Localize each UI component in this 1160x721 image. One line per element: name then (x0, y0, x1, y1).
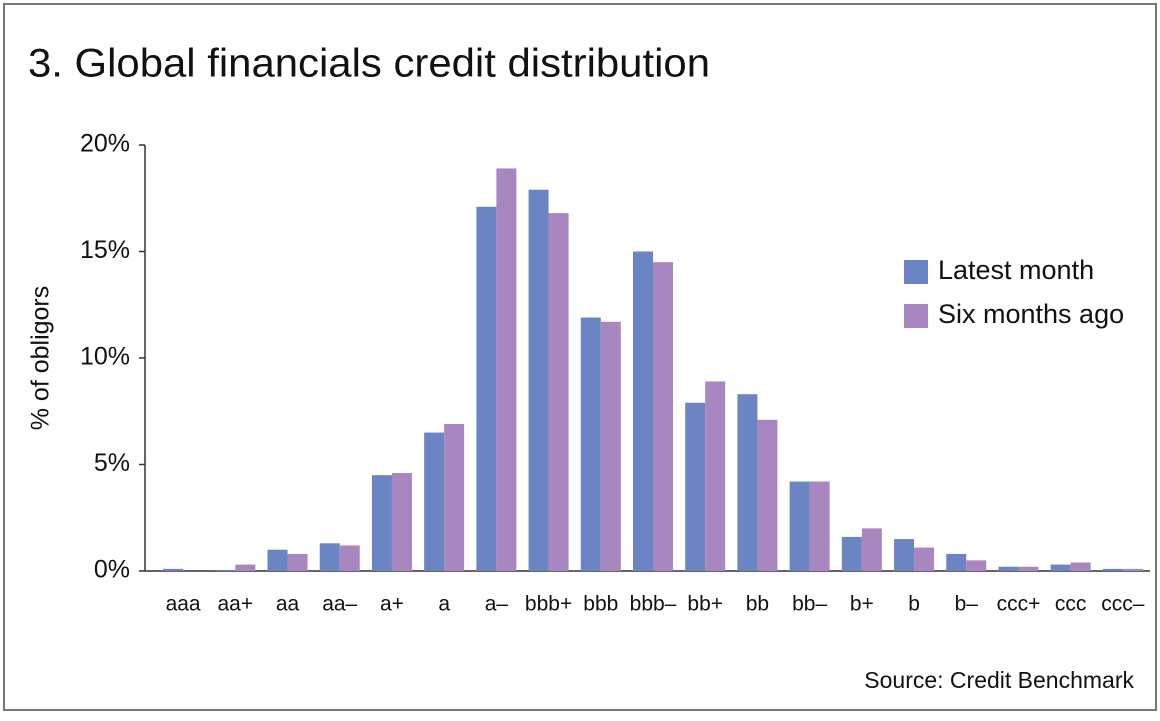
bar (580, 317, 601, 571)
bar (339, 545, 360, 571)
x-tick-label: b (908, 593, 920, 616)
bar (633, 251, 653, 571)
bar (528, 189, 549, 572)
x-tick-label: aa+ (218, 593, 254, 616)
bar (371, 475, 392, 571)
x-tick-label: bb+ (687, 593, 723, 616)
bar (548, 213, 569, 571)
x-tick-label: ccc+ (997, 593, 1041, 616)
frame (3, 3, 1157, 711)
bar (789, 481, 810, 571)
y-tick-label: 5% (94, 449, 130, 477)
x-tick-label: bbb (583, 593, 618, 616)
y-axis-label: % of obligors (27, 286, 55, 431)
bar (685, 402, 706, 571)
bar (1070, 562, 1091, 571)
bar (809, 481, 830, 571)
legend-label: Six months ago (938, 299, 1124, 329)
x-tick-label: aa– (322, 593, 357, 616)
bar (894, 539, 915, 571)
bar (444, 424, 465, 571)
x-tick-label: bbb– (630, 593, 677, 616)
bar (1102, 568, 1123, 571)
y-tick-label: 10% (80, 343, 130, 371)
bar (1018, 566, 1039, 571)
bar (998, 566, 1019, 571)
bar (424, 432, 445, 571)
bar (757, 419, 778, 571)
x-tick-label: a+ (380, 593, 404, 616)
x-tick-label: ccc– (1101, 593, 1145, 616)
bar (705, 381, 726, 571)
x-tick-label: aaa (166, 593, 201, 616)
x-tick-label: bb (746, 593, 769, 616)
chart-title: 3. Global financials credit distribution (28, 42, 710, 86)
bar (600, 321, 621, 571)
legend-swatch (904, 260, 928, 284)
x-tick-label: a (438, 593, 450, 616)
bar (235, 564, 256, 571)
y-tick-label: 15% (80, 236, 130, 264)
y-tick-label: 20% (80, 130, 130, 158)
bar (319, 543, 340, 571)
bar (861, 528, 882, 571)
bar (1122, 568, 1143, 571)
bar (215, 569, 236, 571)
bar (914, 547, 935, 571)
bar (163, 568, 184, 571)
bar (841, 536, 862, 571)
bar (966, 560, 987, 571)
bar (476, 206, 497, 571)
bar (946, 553, 967, 571)
x-tick-label: aa (276, 593, 300, 616)
x-tick-label: ccc (1055, 593, 1087, 616)
bar (737, 394, 758, 571)
legend-label: Latest month (938, 255, 1094, 285)
x-tick-label: bb– (792, 593, 827, 616)
bar (653, 262, 673, 571)
x-tick-label: b+ (850, 593, 874, 616)
y-tick-label: 0% (94, 556, 130, 584)
x-tick-label: b– (955, 593, 979, 616)
x-tick-label: a– (485, 593, 509, 616)
bar (287, 553, 308, 571)
legend-swatch (904, 304, 928, 328)
bar (391, 473, 412, 571)
bar (267, 549, 288, 571)
source: Source: Credit Benchmark (864, 667, 1134, 693)
x-tick-label: bbb+ (525, 593, 572, 616)
bar (1050, 564, 1071, 571)
bar (496, 168, 517, 571)
